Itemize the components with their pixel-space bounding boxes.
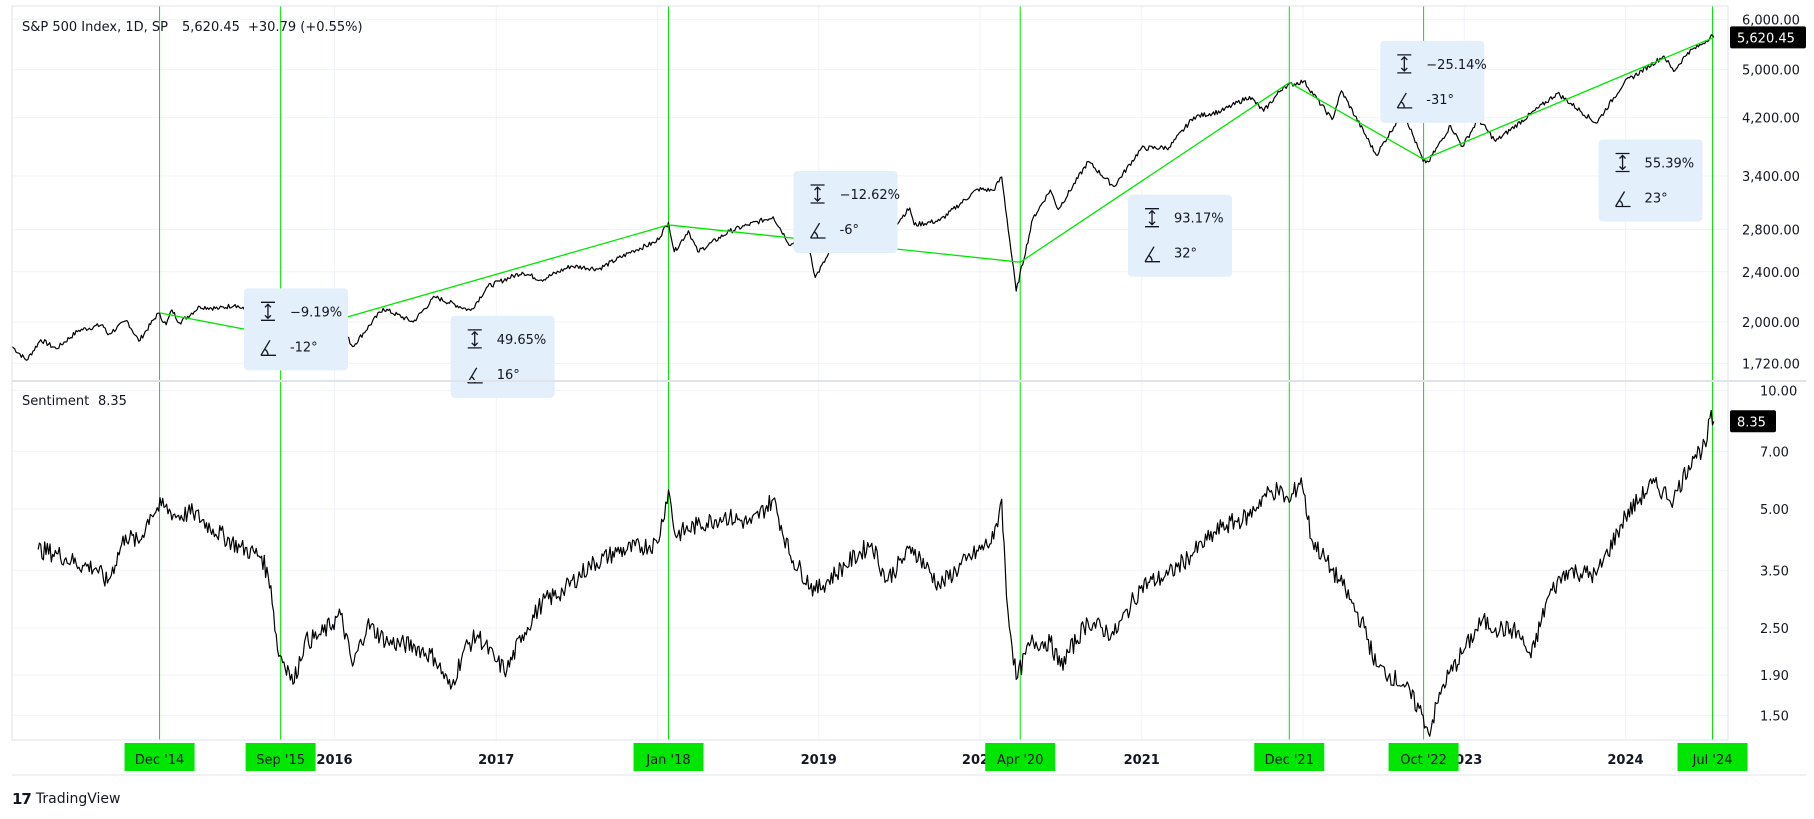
- angle-label: 32°: [1174, 247, 1197, 262]
- marker-date-label: Oct '22: [1400, 753, 1447, 768]
- range-change-label: 55.39%: [1645, 156, 1695, 171]
- tradingview-logo-icon: 17: [12, 790, 32, 808]
- sentiment-value-legend: 8.35: [98, 394, 127, 409]
- marker-date-badge[interactable]: [1677, 743, 1748, 771]
- marker-date-badge[interactable]: [124, 743, 195, 771]
- price-tick-label: 1,720.00: [1742, 358, 1800, 373]
- range-icon: [1615, 152, 1630, 173]
- year-tick-label: 2019: [801, 753, 837, 768]
- angle-label: -31°: [1426, 93, 1454, 108]
- range-icon: [260, 301, 275, 321]
- sentiment-line: [37, 409, 1715, 737]
- range-change-label: −9.19%: [290, 305, 342, 320]
- price-change: +30.79 (+0.55%): [248, 20, 363, 35]
- marker-date-label: Dec '14: [135, 753, 184, 768]
- year-tick-label: 2021: [1124, 753, 1160, 768]
- measure-box-bg: [1598, 139, 1703, 222]
- measure-box[interactable]: 49.65% 16°: [450, 315, 555, 398]
- price-tick-label: 2,400.00: [1742, 266, 1800, 281]
- last-sentiment-badge-text: 8.35: [1737, 415, 1766, 430]
- range-change-label: −12.62%: [840, 188, 900, 203]
- range-icon: [467, 329, 482, 349]
- trend-segment[interactable]: [1019, 82, 1290, 263]
- year-tick-label: 2017: [478, 753, 514, 768]
- grid: [12, 6, 1728, 740]
- range-icon: [1397, 54, 1412, 74]
- angle-label: 16°: [497, 368, 520, 383]
- price-tick-label: 6,000.00: [1742, 13, 1800, 28]
- angle-icon: [260, 339, 276, 356]
- year-tick-label: 2016: [316, 753, 352, 768]
- marker-date-badge[interactable]: [1254, 743, 1325, 771]
- marker-date-label: Jan '18: [645, 753, 690, 768]
- marker-date-label: Sep '15: [256, 753, 305, 768]
- measure-box[interactable]: −12.62% -6°: [793, 171, 900, 254]
- marker-date-badge[interactable]: [985, 743, 1056, 771]
- symbol-title: S&P 500 Index, 1D, SP: [22, 20, 168, 35]
- range-change-label: 93.17%: [1174, 212, 1224, 227]
- measure-box[interactable]: −9.19% -12°: [243, 288, 348, 371]
- last-price-badge-text: 5,620.45: [1737, 31, 1795, 46]
- sentiment-title: Sentiment: [22, 394, 89, 409]
- trend-segment[interactable]: [1288, 82, 1424, 160]
- marker-lines: [159, 6, 1714, 740]
- marker-date-badge[interactable]: [245, 743, 316, 771]
- price-tick-label: 4,200.00: [1742, 112, 1800, 127]
- price-tick-label: 2,000.00: [1742, 316, 1800, 331]
- angle-label: -12°: [290, 340, 318, 355]
- measure-box-bg: [1128, 194, 1233, 277]
- angle-label: -6°: [840, 223, 859, 238]
- sentiment-series: [37, 409, 1715, 737]
- plot-border: [11, 5, 1729, 741]
- sentiment-tick-label: 1.50: [1760, 709, 1789, 724]
- sentiment-tick-label: 2.50: [1760, 622, 1789, 637]
- angle-label: 23°: [1645, 191, 1668, 206]
- sentiment-tick-label: 1.90: [1760, 669, 1789, 684]
- price-tick-label: 3,400.00: [1742, 170, 1800, 185]
- brand-name: TradingView: [35, 791, 121, 807]
- marker-date-badge[interactable]: [1388, 743, 1459, 771]
- angle-icon: [810, 222, 826, 239]
- sentiment-tick-label: 10.00: [1760, 384, 1797, 399]
- marker-date-label: Jul '24: [1692, 753, 1733, 768]
- range-icon: [810, 184, 825, 204]
- angle-icon: [1614, 191, 1631, 208]
- marker-date-badge[interactable]: [633, 743, 704, 771]
- range-change-label: 49.65%: [497, 333, 547, 348]
- marker-date-label: Dec '21: [1265, 753, 1314, 768]
- measure-box-bg: [450, 315, 555, 398]
- measure-box[interactable]: 55.39% 23°: [1598, 139, 1703, 222]
- marker-date-label: Apr '20: [997, 753, 1044, 768]
- price-tick-label: 2,800.00: [1742, 223, 1800, 238]
- tradingview-brand[interactable]: 17 TradingView: [12, 790, 120, 808]
- measure-box[interactable]: −25.14% -31°: [1380, 40, 1487, 123]
- sentiment-tick-label: 7.00: [1760, 445, 1789, 460]
- measure-box-bg: [793, 171, 898, 254]
- last-price-legend: 5,620.45: [182, 20, 240, 35]
- year-tick-label: 2024: [1607, 753, 1643, 768]
- angle-icon: [1144, 246, 1161, 263]
- panel-frame: [11, 5, 1806, 776]
- price-axis[interactable]: 6,000.00 5,000.00 4,200.00 3,400.00 2,800.00…: [1730, 13, 1806, 724]
- angle-icon: [1396, 92, 1413, 109]
- measure-boxes[interactable]: −9.19% -12° 49.65% 16° −12.62% -6° 93.17% 32° −2…: [243, 40, 1703, 398]
- measure-box-bg: [243, 288, 348, 371]
- time-axis[interactable]: 201620172018201920202021202220232024Dec …: [124, 743, 1748, 771]
- range-icon: [1145, 208, 1160, 228]
- range-change-label: −25.14%: [1426, 58, 1486, 73]
- sentiment-tick-label: 5.00: [1760, 503, 1789, 518]
- last-price-badge: [1730, 26, 1806, 49]
- price-tick-label: 5,000.00: [1742, 64, 1800, 79]
- sentiment-tick-label: 3.50: [1760, 564, 1789, 579]
- last-sentiment-badge: [1730, 410, 1776, 433]
- trend-segment[interactable]: [1423, 37, 1713, 160]
- measure-box[interactable]: 93.17% 32°: [1128, 194, 1233, 277]
- measure-box-bg: [1380, 40, 1485, 123]
